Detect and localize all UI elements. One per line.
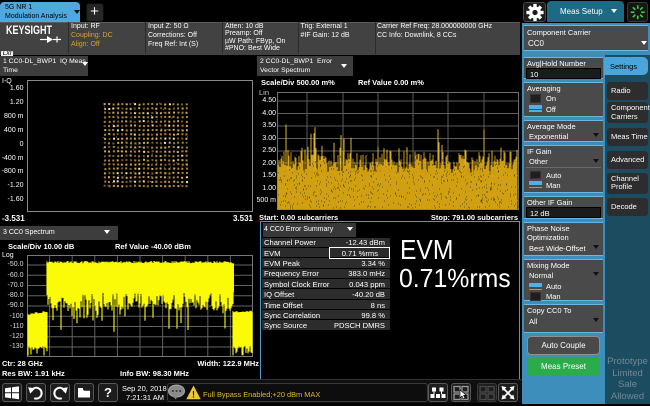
svg-text:!: ! [192,389,195,399]
